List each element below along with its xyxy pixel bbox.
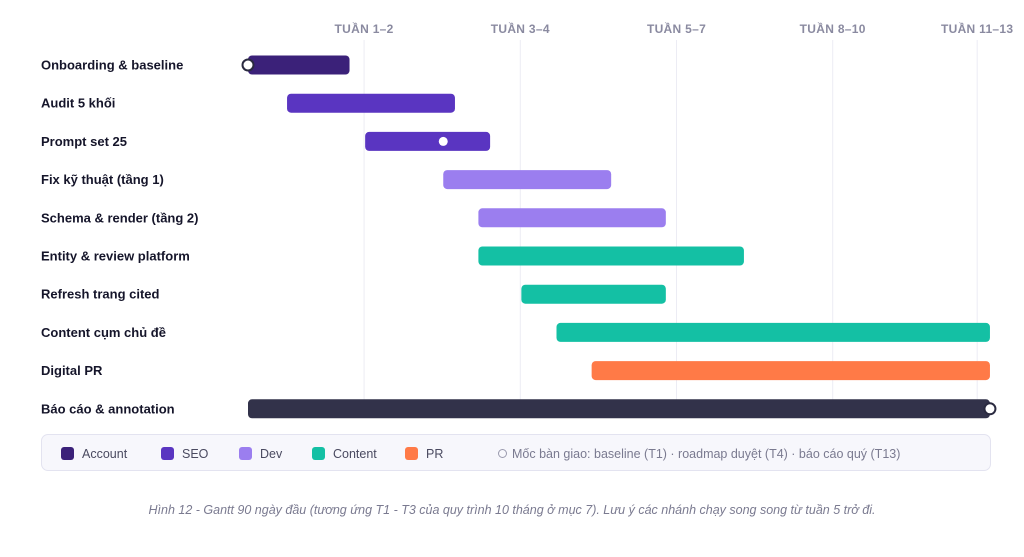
task-label: Fix kỹ thuật (tầng 1) (41, 172, 164, 187)
task-label: Schema & render (tầng 2) (41, 210, 199, 225)
x-tick-label: TUẦN 1–2 (335, 21, 394, 36)
gantt-bar (248, 55, 350, 75)
legend-label: Account (82, 446, 128, 461)
task-label: Prompt set 25 (41, 134, 127, 149)
gantt-bar (521, 284, 666, 304)
legend-label: Content (333, 446, 377, 461)
legend-item-pr: PR (405, 435, 443, 472)
gantt-bar (478, 246, 744, 266)
legend-label: SEO (182, 446, 209, 461)
milestone-legend-text: Mốc bàn giao: baseline (T1) · roadmap du… (512, 446, 901, 461)
gantt-bar (443, 170, 612, 190)
task-label: Content cụm chủ đề (41, 325, 166, 340)
gantt-bar (248, 399, 990, 419)
legend-label: PR (426, 446, 444, 461)
task-label: Digital PR (41, 363, 103, 378)
milestone-ring (983, 402, 997, 416)
task-label: Onboarding & baseline (41, 58, 183, 73)
legend-item-content: Content (312, 435, 377, 472)
legend-swatch (161, 447, 174, 460)
task-label: Entity & review platform (41, 249, 190, 264)
gantt-bar (365, 131, 491, 151)
legend-swatch (239, 447, 252, 460)
legend-swatch (312, 447, 325, 460)
figure-caption: Hình 12 - Gantt 90 ngày đầu (tương ứng T… (148, 503, 876, 517)
gantt-bar (556, 322, 990, 342)
milestone-ring-icon (498, 449, 507, 458)
x-tick-label: TUẦN 11–13 (941, 21, 1013, 36)
task-label: Audit 5 khối (41, 96, 115, 111)
milestone-ring (241, 58, 255, 72)
milestone-dot (438, 136, 448, 146)
legend-swatch (405, 447, 418, 460)
task-label: Refresh trang cited (41, 287, 160, 302)
gantt-bar (287, 93, 455, 113)
legend-item-seo: SEO (161, 435, 208, 472)
x-tick-label: TUẦN 3–4 (491, 21, 550, 36)
legend-item-dev: Dev (239, 435, 282, 472)
gantt-bar (478, 208, 666, 228)
gantt-bar (591, 361, 990, 381)
legend-item-account: Account (61, 435, 127, 472)
x-tick-label: TUẦN 8–10 (800, 21, 866, 36)
x-tick-label: TUẦN 5–7 (647, 21, 706, 36)
legend-label: Dev (260, 446, 283, 461)
legend: Account SEO Dev Content PR Mốc bàn giao:… (41, 434, 991, 471)
legend-swatch (61, 447, 74, 460)
task-label: Báo cáo & annotation (41, 401, 175, 416)
gantt-chart: TUẦN 1–2 TUẦN 3–4 TUẦN 5–7 TUẦN 8–10 TUẦN 11… (41, 21, 1013, 419)
legend-milestone: Mốc bàn giao: baseline (T1) · roadmap du… (498, 435, 900, 472)
